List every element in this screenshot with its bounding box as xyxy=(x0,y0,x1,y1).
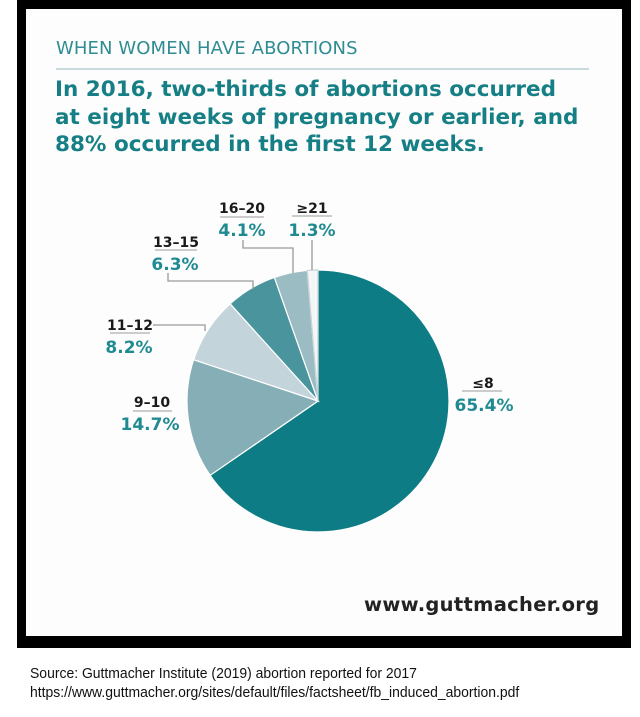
category-label-13-15: 13–15 xyxy=(153,235,199,251)
source-citation: Source: Guttmacher Institute (2019) abor… xyxy=(30,665,417,682)
category-label-21-plus: ≥21 xyxy=(296,201,327,217)
heading-divider xyxy=(56,68,589,70)
headline-line: In 2016, two-thirds of abortions occurre… xyxy=(55,77,556,102)
pie-slice-9-10 xyxy=(186,358,320,477)
website-url: www.guttmacher.org xyxy=(364,593,600,616)
data-label-16-20: 4.1% xyxy=(218,221,265,241)
data-label-le8: 65.4% xyxy=(455,396,514,416)
label-underlines xyxy=(110,215,502,412)
data-label-13-15: 6.3% xyxy=(151,255,198,275)
category-label-11-12: 11–12 xyxy=(107,318,153,334)
source-url: https://www.guttmacher.org/sites/default… xyxy=(30,684,520,701)
pie-slice-21-plus xyxy=(306,269,319,402)
headline: In 2016, two-thirds of abortions occurre… xyxy=(55,76,600,159)
leader-line-11-12 xyxy=(153,324,206,331)
pie-slice-le8 xyxy=(209,269,450,533)
leader-line-13-15 xyxy=(167,273,254,289)
data-label-9-10: 14.7% xyxy=(121,415,180,435)
headline-line: 88% occurred in the first 12 weeks. xyxy=(55,132,485,157)
category-label-16-20: 16–20 xyxy=(219,201,265,217)
data-label-21-plus: 1.3% xyxy=(288,221,335,241)
headline-line: at eight weeks of pregnancy or earlier, … xyxy=(55,104,579,130)
pie-slices xyxy=(186,269,450,533)
data-label-11-12: 8.2% xyxy=(105,338,152,358)
leader-line-16-20 xyxy=(242,240,294,273)
leader-lines xyxy=(153,240,313,331)
category-label-9-10: 9–10 xyxy=(134,395,170,411)
kicker-heading: WHEN WOMEN HAVE ABORTIONS xyxy=(56,38,358,59)
category-label-le8: ≤8 xyxy=(472,376,493,392)
